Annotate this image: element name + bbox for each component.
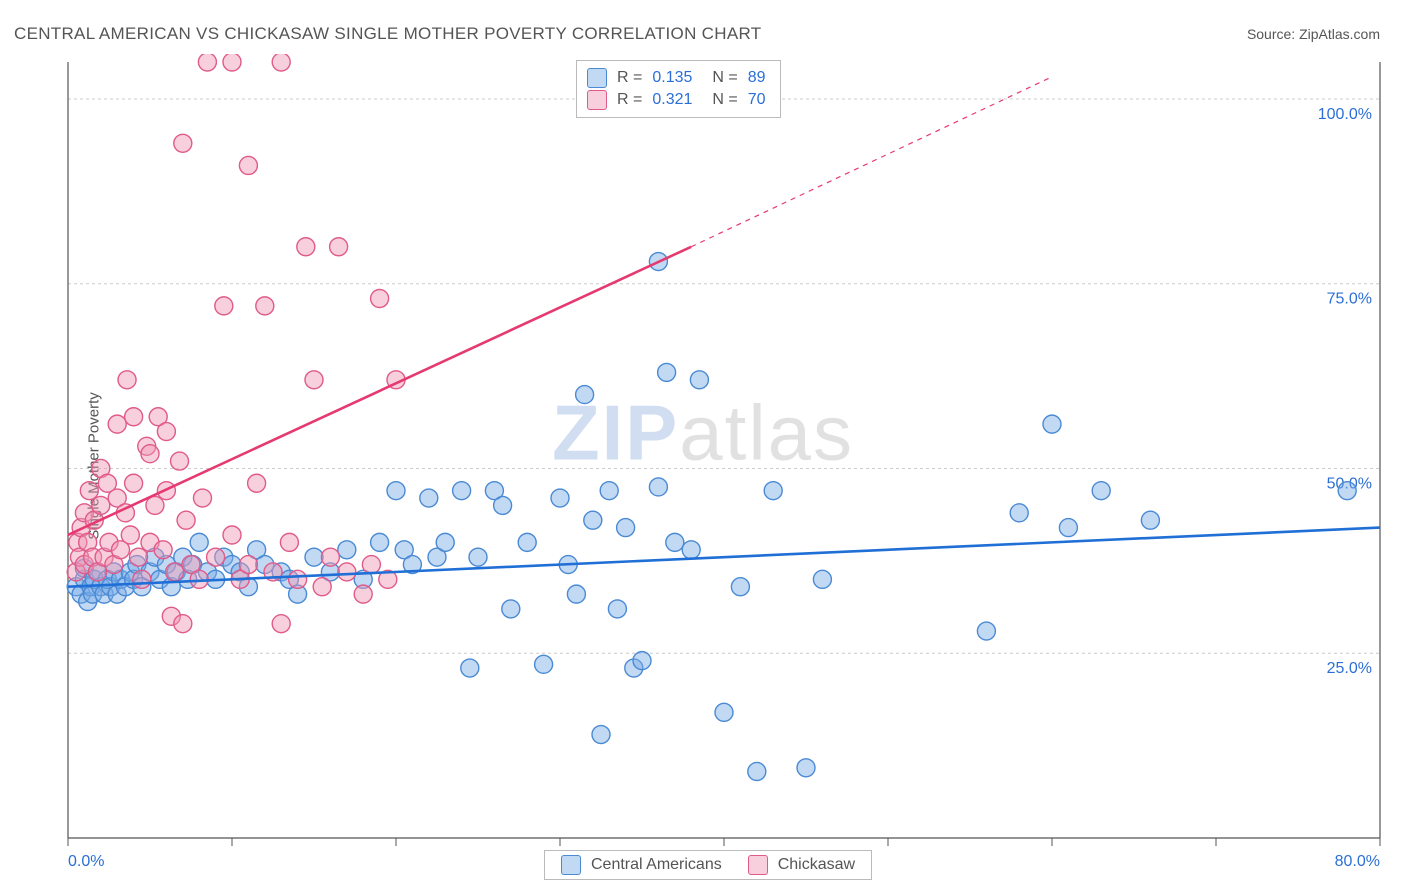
legend-swatch xyxy=(561,855,581,875)
legend-item[interactable]: Central Americans xyxy=(561,855,722,875)
svg-text:25.0%: 25.0% xyxy=(1327,660,1372,677)
r-value: 0.135 xyxy=(652,67,692,89)
chart-area: Single Mother Poverty 25.0%50.0%75.0%100… xyxy=(14,54,1392,878)
n-label: N = xyxy=(712,89,737,111)
legend-label: Central Americans xyxy=(591,856,722,874)
legend-label: Chickasaw xyxy=(778,856,855,874)
r-label: R = xyxy=(617,67,642,89)
correlation-info-box: R = 0.135 N = 89 R = 0.321 N = 70 xyxy=(576,60,781,118)
n-value: 70 xyxy=(748,89,766,111)
info-row: R = 0.321 N = 70 xyxy=(587,89,766,111)
legend: Central Americans Chickasaw xyxy=(544,850,872,880)
n-value: 89 xyxy=(748,67,766,89)
n-label: N = xyxy=(712,67,737,89)
legend-swatch xyxy=(748,855,768,875)
svg-text:100.0%: 100.0% xyxy=(1318,106,1372,123)
scatter-plot: 25.0%50.0%75.0%100.0%0.0%80.0% xyxy=(14,54,1392,878)
series-swatch xyxy=(587,68,607,88)
legend-item[interactable]: Chickasaw xyxy=(748,855,855,875)
series-swatch xyxy=(587,90,607,110)
r-label: R = xyxy=(617,89,642,111)
chart-title: CENTRAL AMERICAN VS CHICKASAW SINGLE MOT… xyxy=(14,24,761,44)
source-prefix: Source: xyxy=(1247,26,1299,42)
svg-text:80.0%: 80.0% xyxy=(1335,853,1380,870)
svg-text:0.0%: 0.0% xyxy=(68,853,104,870)
info-row: R = 0.135 N = 89 xyxy=(587,67,766,89)
svg-text:75.0%: 75.0% xyxy=(1327,291,1372,308)
r-value: 0.321 xyxy=(652,89,692,111)
source-attribution: Source: ZipAtlas.com xyxy=(1247,26,1380,42)
source-link[interactable]: ZipAtlas.com xyxy=(1299,26,1380,42)
